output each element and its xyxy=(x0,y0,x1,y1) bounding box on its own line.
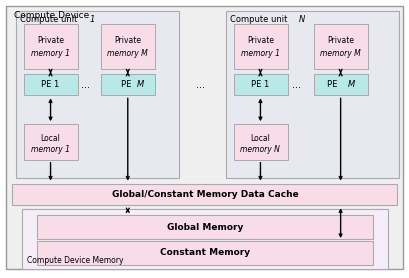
Text: Private: Private xyxy=(247,36,274,46)
Text: memory M: memory M xyxy=(108,49,148,58)
Bar xyxy=(234,124,288,160)
Text: memory M: memory M xyxy=(320,49,361,58)
Text: Compute unit: Compute unit xyxy=(20,15,80,24)
Text: Global Memory: Global Memory xyxy=(167,223,243,232)
Text: PE: PE xyxy=(121,80,134,89)
Bar xyxy=(234,24,288,69)
Text: Constant Memory: Constant Memory xyxy=(160,248,250,257)
Bar xyxy=(37,215,373,239)
Text: 1: 1 xyxy=(89,15,94,24)
Text: PE: PE xyxy=(327,80,340,89)
Text: Private: Private xyxy=(327,36,354,46)
Bar xyxy=(234,74,288,95)
Bar xyxy=(314,24,369,69)
Text: M: M xyxy=(137,80,144,89)
Bar xyxy=(314,74,369,95)
Text: Private: Private xyxy=(114,36,141,46)
Text: memory 1: memory 1 xyxy=(241,49,280,58)
Text: Compute Device Memory: Compute Device Memory xyxy=(27,256,123,265)
Bar xyxy=(22,209,388,269)
Bar xyxy=(16,11,179,178)
Text: M: M xyxy=(348,80,355,89)
Text: Compute unit: Compute unit xyxy=(230,15,290,24)
Bar xyxy=(226,11,399,178)
Bar xyxy=(24,124,78,160)
Text: ...: ... xyxy=(292,80,301,90)
Text: Local: Local xyxy=(40,133,61,143)
Text: memory 1: memory 1 xyxy=(31,145,70,154)
Bar xyxy=(37,241,373,265)
Bar xyxy=(101,24,155,69)
Bar xyxy=(24,74,78,95)
Text: ...: ... xyxy=(196,80,204,90)
Bar xyxy=(12,183,397,205)
Text: memory N: memory N xyxy=(240,145,281,154)
Bar xyxy=(24,24,78,69)
Text: Compute Device: Compute Device xyxy=(14,11,89,20)
Text: Local: Local xyxy=(250,133,270,143)
Text: Private: Private xyxy=(37,36,64,46)
Text: memory 1: memory 1 xyxy=(31,49,70,58)
Bar xyxy=(101,74,155,95)
Text: PE 1: PE 1 xyxy=(251,80,270,89)
Text: ...: ... xyxy=(81,80,90,90)
Text: PE 1: PE 1 xyxy=(41,80,60,89)
Text: Global/Constant Memory Data Cache: Global/Constant Memory Data Cache xyxy=(112,190,299,199)
Text: N: N xyxy=(299,15,305,24)
